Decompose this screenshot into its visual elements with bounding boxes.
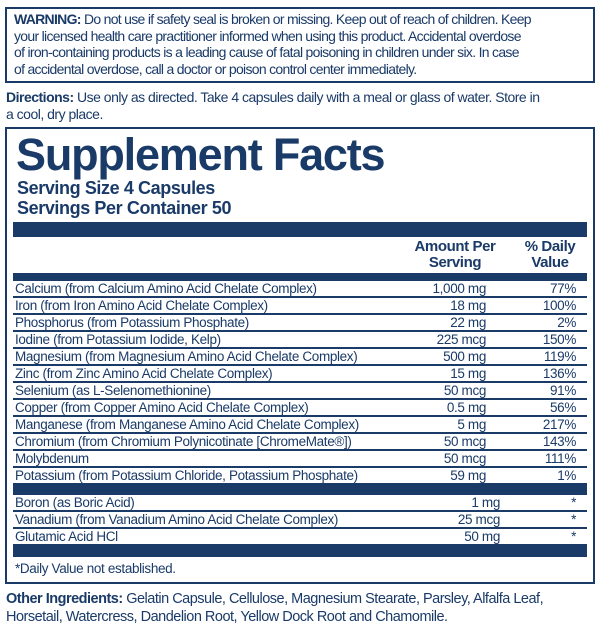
nutrient-name: Selenium (as L-Selenomethionine) bbox=[15, 383, 211, 398]
nutrient-name: Vanadium (from Vanadium Amino Acid Chela… bbox=[15, 512, 339, 527]
nutrient-amount: 225 mcg bbox=[436, 332, 487, 347]
nutrient-name: Iodine (from Potassium Iodide, Kelp) bbox=[15, 332, 221, 347]
daily-value-footnote: *Daily Value not established. bbox=[15, 561, 176, 576]
nutrient-dv: 100% bbox=[542, 298, 576, 313]
nutrient-amount: 1 mg bbox=[471, 495, 500, 510]
nutrient-amount: 0.5 mg bbox=[446, 400, 487, 415]
divider-bar-top bbox=[13, 222, 587, 237]
nutrient-dv: * bbox=[571, 529, 576, 544]
table-row: Selenium (as L-Selenomethionine) 50 mcg 91… bbox=[13, 383, 587, 400]
nutrient-amount: 500 mg bbox=[443, 349, 486, 364]
nutrient-dv: 217% bbox=[542, 417, 576, 432]
table-row: Vanadium (from Vanadium Amino Acid Chela… bbox=[13, 512, 587, 529]
nutrient-amount: 50 mcg bbox=[443, 451, 487, 466]
divider-bar-middle bbox=[13, 483, 587, 495]
nutrient-rows-no-dv: Boron (as Boric Acid) 1 mg * Vanadium (fro… bbox=[13, 495, 587, 544]
nutrient-dv: 119% bbox=[543, 349, 576, 364]
table-row: Glutamic Acid HCl 50 mg * bbox=[13, 529, 587, 544]
nutrient-dv: 136% bbox=[542, 366, 576, 381]
nutrient-amount: 15 mg bbox=[450, 366, 486, 381]
nutrient-name: Iron (from Iron Amino Acid Chelate Compl… bbox=[15, 298, 268, 313]
warning-paragraph: WARNING: Do not use if safety seal is br… bbox=[14, 11, 586, 77]
nutrient-amount: 5 mg bbox=[457, 417, 486, 432]
nutrient-dv: 77% bbox=[550, 281, 576, 296]
nutrient-name: Magnesium (from Magnesium Amino Acid Che… bbox=[15, 349, 358, 364]
nutrient-dv: 1% bbox=[557, 468, 576, 483]
nutrient-dv: * bbox=[571, 495, 576, 510]
servings-per-container: Servings Per Container 50 bbox=[17, 198, 232, 218]
table-row: Copper (from Copper Amino Acid Chelate C… bbox=[13, 400, 587, 417]
nutrient-rows: Calcium (from Calcium Amino Acid Chelate… bbox=[13, 281, 587, 483]
divider-bar-bottom bbox=[13, 544, 587, 557]
table-row: Phosphorus (from Potassium Phosphate) 22 … bbox=[13, 315, 587, 332]
other-ingredients-label: Other Ingredients: bbox=[6, 591, 123, 607]
table-row: Potassium (from Potassium Chloride, Pota… bbox=[13, 468, 587, 483]
nutrient-amount: 22 mg bbox=[450, 315, 486, 330]
nutrient-name: Glutamic Acid HCl bbox=[15, 529, 118, 544]
table-row: Chromium (from Chromium Polynicotinate [… bbox=[13, 434, 587, 451]
table-row: Manganese (from Manganese Amino Acid Che… bbox=[13, 417, 587, 434]
nutrient-dv: 56% bbox=[550, 400, 576, 415]
directions-text: Use only as directed. Take 4 capsules da… bbox=[6, 89, 540, 122]
warning-text: Do not use if safety seal is broken or m… bbox=[14, 11, 532, 77]
directions-paragraph: Directions: Use only as directed. Take 4… bbox=[6, 89, 594, 123]
directions-label: Directions: bbox=[6, 89, 74, 105]
table-row: Iron (from Iron Amino Acid Chelate Compl… bbox=[13, 298, 587, 315]
table-row: Zinc (from Zinc Amino Acid Chelate Compl… bbox=[13, 366, 587, 383]
other-ingredients-paragraph: Other Ingredients: Gelatin Capsule, Cell… bbox=[6, 590, 594, 626]
nutrient-amount: 59 mg bbox=[450, 468, 486, 483]
nutrient-name: Potassium (from Potassium Chloride, Pota… bbox=[15, 468, 358, 483]
nutrient-name: Boron (as Boric Acid) bbox=[15, 495, 135, 510]
nutrient-amount: 1,000 mg bbox=[432, 281, 487, 296]
supplement-facts-panel: Supplement Facts Serving Size 4 Capsules… bbox=[5, 127, 595, 584]
nutrient-amount: 25 mcg bbox=[457, 512, 501, 527]
nutrient-amount: 50 mcg bbox=[443, 383, 487, 398]
facts-title: Supplement Facts bbox=[16, 129, 386, 180]
nutrient-dv: 150% bbox=[542, 332, 576, 347]
nutrient-name: Phosphorus (from Potassium Phosphate) bbox=[15, 315, 249, 330]
nutrient-name: Molybdenum bbox=[15, 451, 89, 466]
nutrient-name: Chromium (from Chromium Polynicotinate [… bbox=[15, 434, 352, 449]
table-row: Magnesium (from Magnesium Amino Acid Che… bbox=[13, 349, 587, 366]
nutrient-dv: 143% bbox=[542, 434, 576, 449]
serving-size: Serving Size 4 Capsules bbox=[17, 178, 215, 198]
table-row: Calcium (from Calcium Amino Acid Chelate… bbox=[13, 281, 587, 298]
nutrient-dv: 2% bbox=[557, 315, 576, 330]
nutrient-name: Calcium (from Calcium Amino Acid Chelate… bbox=[15, 281, 317, 296]
nutrient-name: Manganese (from Manganese Amino Acid Che… bbox=[15, 417, 359, 432]
nutrient-dv: 91% bbox=[550, 383, 576, 398]
other-ingredients-text: Gelatin Capsule, Cellulose, Magnesium St… bbox=[6, 591, 544, 625]
nutrient-amount: 50 mg bbox=[464, 529, 500, 544]
table-row: Molybdenum 50 mcg 111% bbox=[13, 451, 587, 468]
divider-bar-header bbox=[13, 273, 587, 281]
warning-label: WARNING: bbox=[14, 11, 81, 27]
warning-box: WARNING: Do not use if safety seal is br… bbox=[5, 7, 595, 83]
col-header-amount-per-serving: Amount Per Serving bbox=[414, 238, 496, 271]
nutrient-name: Copper (from Copper Amino Acid Chelate C… bbox=[15, 400, 309, 415]
nutrient-name: Zinc (from Zinc Amino Acid Chelate Compl… bbox=[15, 366, 273, 381]
nutrient-dv: * bbox=[571, 512, 576, 527]
table-row: Boron (as Boric Acid) 1 mg * bbox=[13, 495, 587, 512]
column-headers: Amount Per Serving % Daily Value bbox=[13, 237, 587, 273]
nutrient-amount: 18 mg bbox=[450, 298, 486, 313]
col-header-percent-daily-value: % Daily Value bbox=[524, 238, 576, 271]
table-row: Iodine (from Potassium Iodide, Kelp) 225 … bbox=[13, 332, 587, 349]
nutrient-dv: 111% bbox=[544, 451, 576, 466]
nutrient-amount: 50 mcg bbox=[443, 434, 487, 449]
